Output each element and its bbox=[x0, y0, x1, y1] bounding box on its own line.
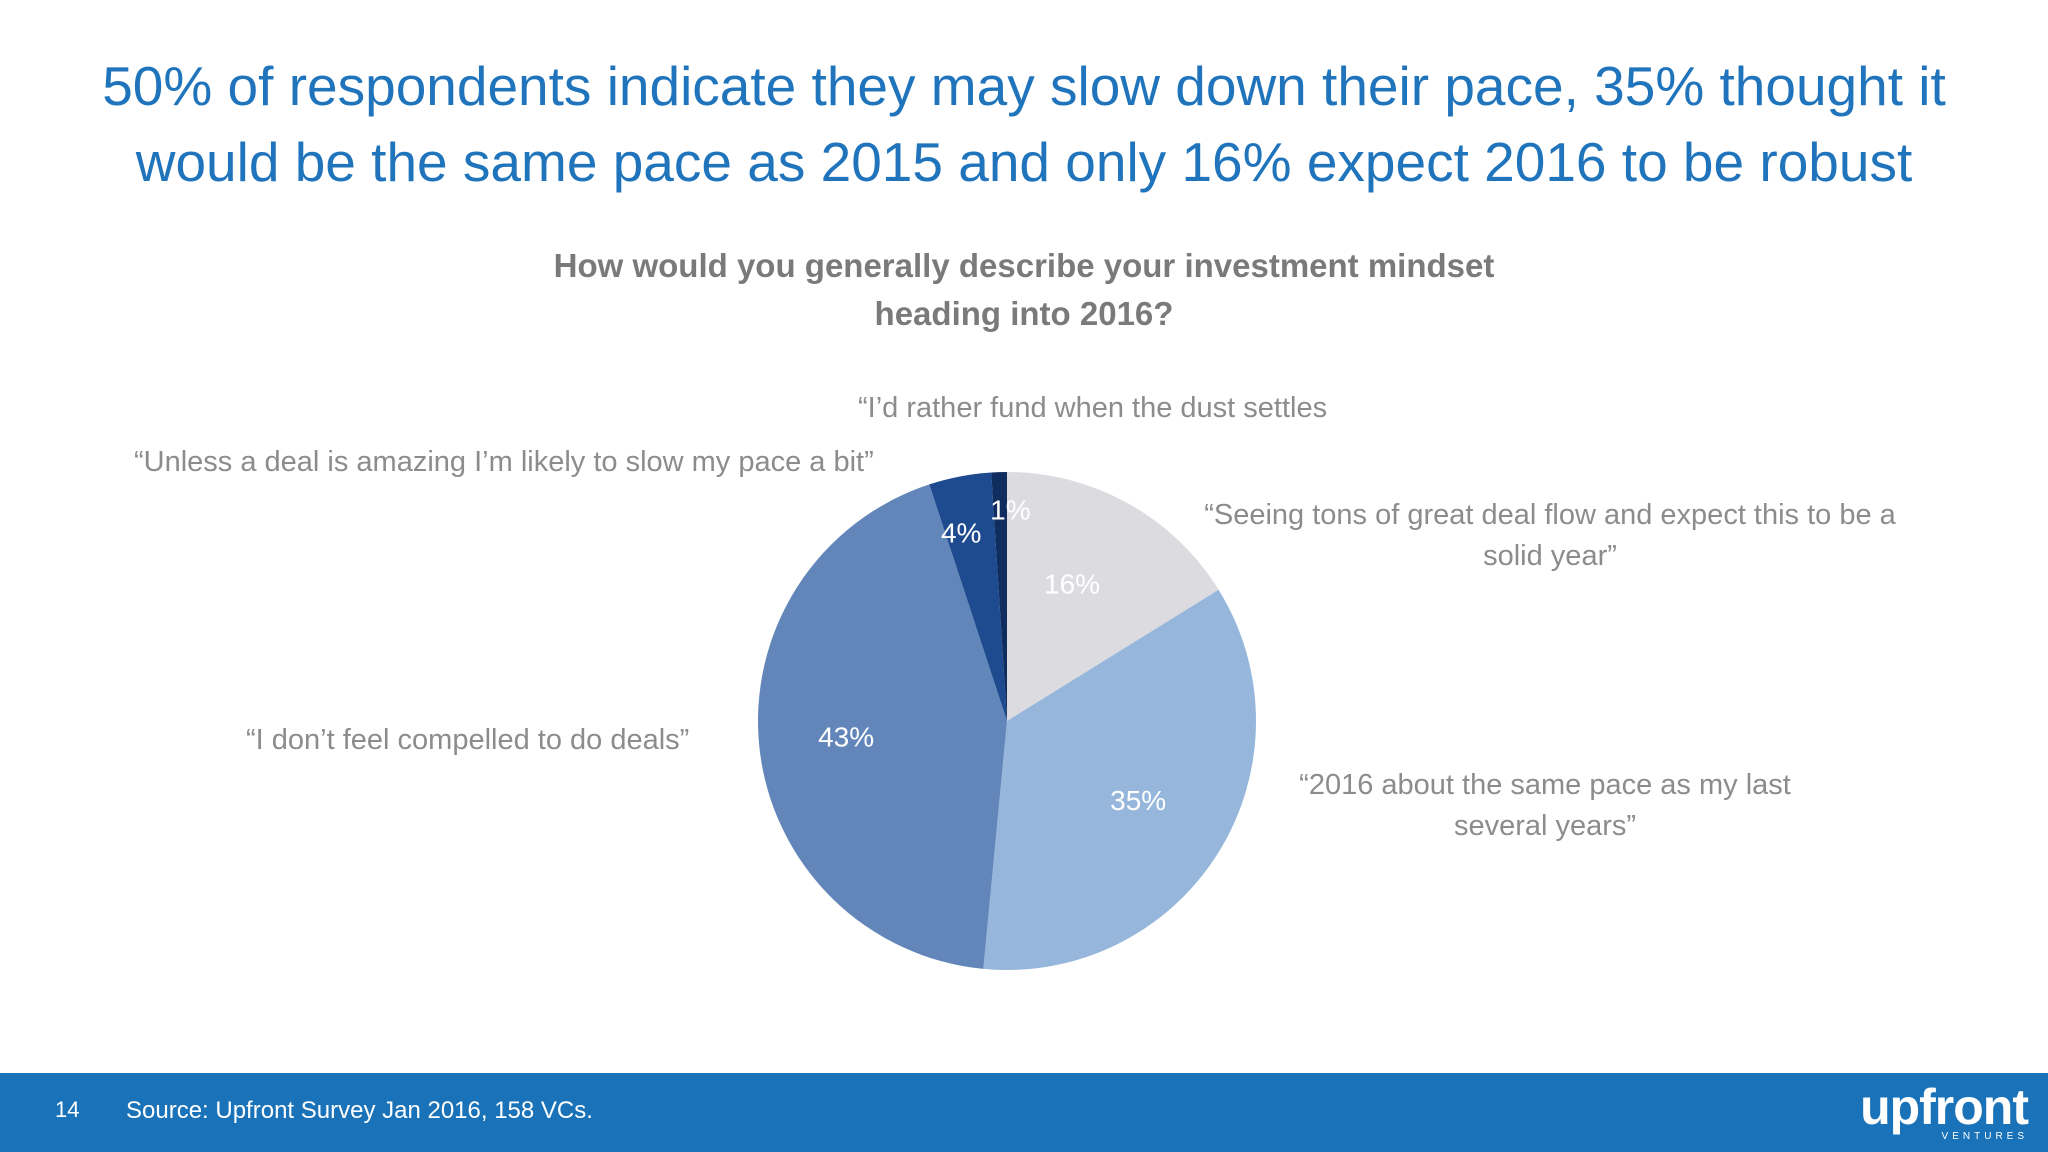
logo-subtext: VENTURES bbox=[1941, 1131, 2028, 1142]
footer-bar: 14 Source: Upfront Survey Jan 2016, 158 … bbox=[0, 1073, 2048, 1152]
pie-slice-4 bbox=[991, 472, 1007, 721]
chart-title: How would you generally describe your in… bbox=[553, 247, 1495, 332]
pie-slices bbox=[758, 472, 1257, 971]
pie-slice-labels: 16% 35% 43% 4% 1% bbox=[818, 494, 1166, 815]
pie-slice-label-1: 35% bbox=[1110, 785, 1166, 816]
callout-dust-settles: “I’d rather fund when the dust settles bbox=[858, 392, 1328, 424]
slide-headline: 50% of respondents indicate they may slo… bbox=[102, 55, 1946, 193]
callout-great-deal-flow: “Seeing tons of great deal flow and expe… bbox=[1204, 499, 1896, 572]
pie-chart: 16% 35% 43% 4% 1% bbox=[758, 472, 1257, 971]
page-number: 14 bbox=[55, 1097, 80, 1122]
pie-slice-2 bbox=[758, 484, 1007, 969]
pie-slice-label-2: 43% bbox=[818, 721, 874, 752]
upfront-logo: upfront VENTURES bbox=[1860, 1079, 2029, 1143]
callout-slow-pace: “Unless a deal is amazing I’m likely to … bbox=[134, 446, 874, 478]
pie-slice-3 bbox=[929, 472, 1007, 721]
pie-slice-1 bbox=[983, 589, 1257, 971]
callout-not-compelled: “I don’t feel compelled to do deals” bbox=[246, 724, 690, 756]
pie-slice-0 bbox=[1007, 472, 1219, 721]
pie-slice-label-4: 1% bbox=[990, 494, 1030, 525]
source-note: Source: Upfront Survey Jan 2016, 158 VCs… bbox=[126, 1097, 593, 1124]
logo-wordmark: upfront bbox=[1860, 1079, 2029, 1135]
callout-same-pace: “2016 about the same pace as my last sev… bbox=[1299, 769, 1791, 842]
pie-slice-label-0: 16% bbox=[1044, 568, 1100, 599]
pie-slice-label-3: 4% bbox=[941, 518, 981, 549]
